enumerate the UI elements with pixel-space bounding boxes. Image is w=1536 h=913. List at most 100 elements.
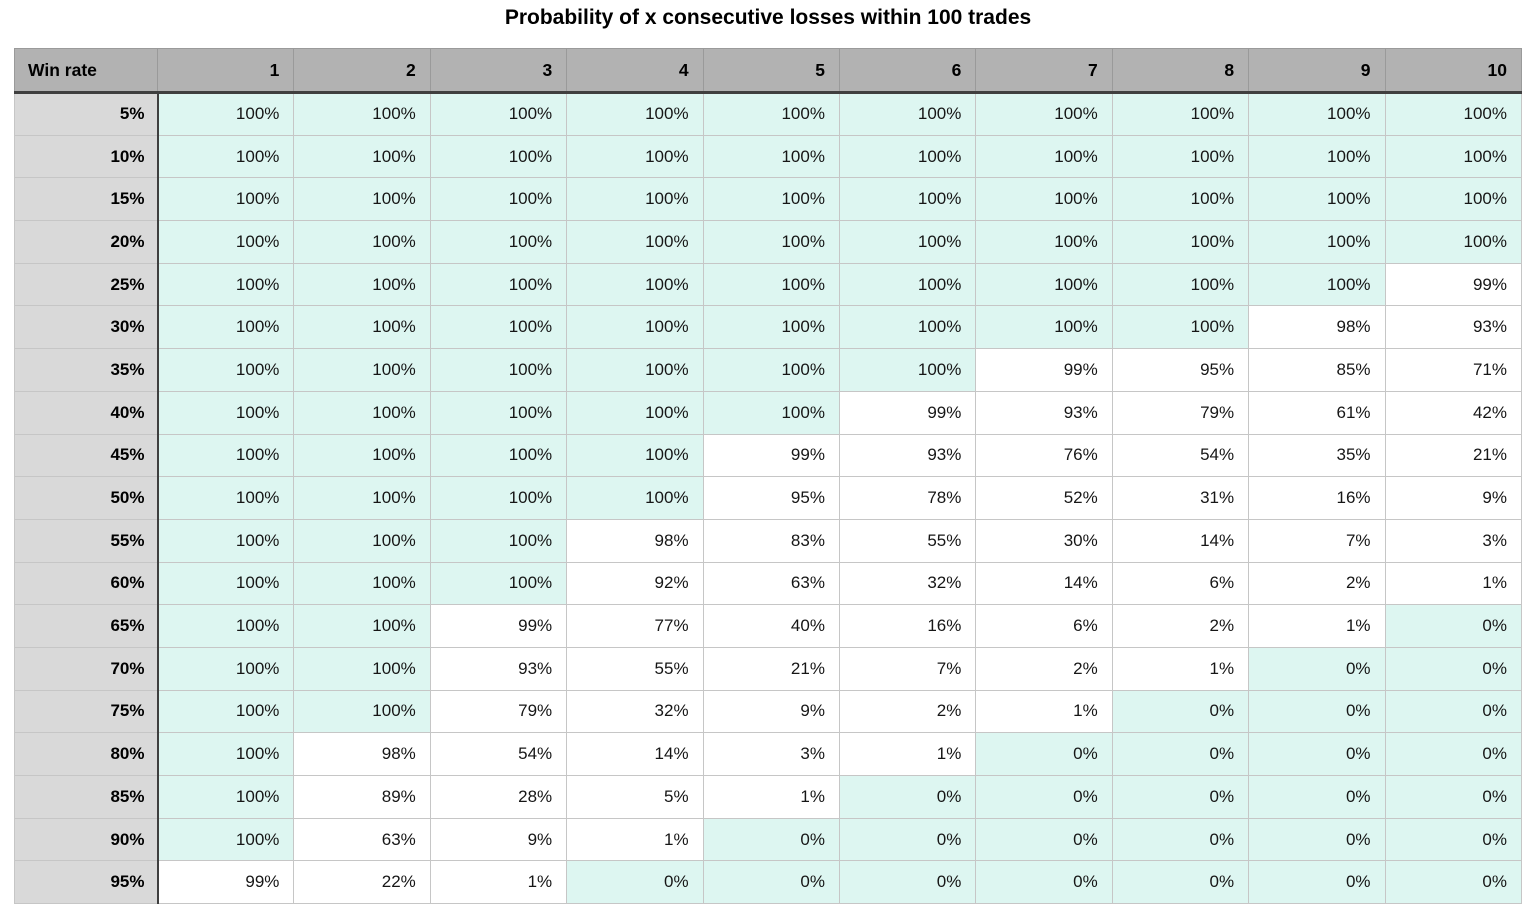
cell-winrate5%-col9: 100% <box>1248 92 1386 136</box>
cell-winrate50%-col5: 95% <box>702 476 840 520</box>
cell-winrate65%-col9: 1% <box>1248 604 1386 648</box>
column-header-3: 3 <box>429 48 568 94</box>
row-header-65%: 65% <box>14 604 159 648</box>
cell-winrate65%-col3: 99% <box>429 604 568 648</box>
cell-winrate65%-col7: 6% <box>975 604 1113 648</box>
cell-winrate15%-col1: 100% <box>156 177 295 222</box>
cell-winrate30%-col5: 100% <box>702 305 840 350</box>
cell-winrate30%-col2: 100% <box>293 305 431 350</box>
table-row-50%: 50% 100% 100% 100% 100% 95% 78% 52% 31% 16% 9% <box>14 476 1523 520</box>
cell-winrate60%-col6: 32% <box>838 561 977 606</box>
cell-winrate70%-col10: 0% <box>1384 646 1523 691</box>
cell-winrate50%-col3: 100% <box>429 476 568 520</box>
cell-winrate75%-col5: 9% <box>702 689 840 734</box>
table-row-65%: 65% 100% 100% 99% 77% 40% 16% 6% 2% 1% 0% <box>14 604 1523 648</box>
cell-winrate60%-col7: 14% <box>975 561 1113 606</box>
cell-winrate95%-col2: 22% <box>293 860 431 905</box>
cell-winrate60%-col2: 100% <box>293 561 431 606</box>
cell-winrate65%-col8: 2% <box>1111 604 1250 648</box>
cell-winrate70%-col1: 100% <box>156 646 295 691</box>
cell-winrate15%-col3: 100% <box>429 177 568 222</box>
cell-winrate50%-col4: 100% <box>566 476 704 520</box>
column-header-5: 5 <box>702 48 840 94</box>
cell-winrate30%-col4: 100% <box>566 305 704 350</box>
column-header-9: 9 <box>1248 48 1386 94</box>
cell-winrate95%-col7: 0% <box>975 860 1113 905</box>
cell-winrate80%-col7: 0% <box>975 732 1113 776</box>
cell-winrate95%-col9: 0% <box>1248 860 1386 905</box>
cell-winrate15%-col4: 100% <box>566 177 704 222</box>
table-row-25%: 25% 100% 100% 100% 100% 100% 100% 100% 100% 100% 9… <box>14 262 1523 307</box>
row-header-25%: 25% <box>14 262 159 307</box>
cell-winrate25%-col5: 100% <box>702 262 840 307</box>
cell-winrate90%-col3: 9% <box>429 817 568 862</box>
cell-winrate70%-col8: 1% <box>1111 646 1250 691</box>
cell-winrate20%-col7: 100% <box>975 220 1113 264</box>
cell-winrate45%-col2: 100% <box>293 433 431 478</box>
cell-winrate85%-col4: 5% <box>566 775 704 819</box>
cell-winrate80%-col5: 3% <box>702 732 840 776</box>
column-header-10: 10 <box>1384 48 1523 94</box>
cell-winrate25%-col6: 100% <box>838 262 977 307</box>
cell-winrate80%-col1: 100% <box>156 732 295 776</box>
cell-winrate65%-col10: 0% <box>1384 604 1523 648</box>
cell-winrate80%-col3: 54% <box>429 732 568 776</box>
cell-winrate85%-col3: 28% <box>429 775 568 819</box>
cell-winrate80%-col9: 0% <box>1248 732 1386 776</box>
cell-winrate25%-col2: 100% <box>293 262 431 307</box>
cell-winrate15%-col8: 100% <box>1111 177 1250 222</box>
cell-winrate20%-col2: 100% <box>293 220 431 264</box>
cell-winrate35%-col8: 95% <box>1111 348 1250 392</box>
cell-winrate55%-col10: 3% <box>1384 518 1523 563</box>
table-row-90%: 90% 100% 63% 9% 1% 0% 0% 0% 0% 0% 0% <box>14 817 1523 862</box>
table-row-75%: 75% 100% 100% 79% 32% 9% 2% 1% 0% 0% 0% <box>14 689 1523 734</box>
cell-winrate85%-col10: 0% <box>1384 775 1523 819</box>
cell-winrate25%-col3: 100% <box>429 262 568 307</box>
cell-winrate65%-col6: 16% <box>838 604 977 648</box>
cell-winrate25%-col8: 100% <box>1111 262 1250 307</box>
cell-winrate80%-col8: 0% <box>1111 732 1250 776</box>
cell-winrate90%-col7: 0% <box>975 817 1113 862</box>
cell-winrate75%-col8: 0% <box>1111 689 1250 734</box>
cell-winrate55%-col7: 30% <box>975 518 1113 563</box>
cell-winrate10%-col2: 100% <box>293 134 431 179</box>
cell-winrate35%-col2: 100% <box>293 348 431 392</box>
cell-winrate25%-col10: 99% <box>1384 262 1523 307</box>
row-header-75%: 75% <box>14 689 159 734</box>
cell-winrate60%-col4: 92% <box>566 561 704 606</box>
row-header-90%: 90% <box>14 817 159 862</box>
row-header-20%: 20% <box>14 220 159 264</box>
cell-winrate40%-col3: 100% <box>429 390 568 435</box>
column-header-6: 6 <box>838 48 977 94</box>
cell-winrate10%-col10: 100% <box>1384 134 1523 179</box>
cell-winrate15%-col7: 100% <box>975 177 1113 222</box>
cell-winrate90%-col2: 63% <box>293 817 431 862</box>
table-row-45%: 45% 100% 100% 100% 100% 99% 93% 76% 54% 35% 21% <box>14 433 1523 478</box>
cell-winrate40%-col9: 61% <box>1248 390 1386 435</box>
cell-winrate35%-col7: 99% <box>975 348 1113 392</box>
table-row-5%: 5% 100% 100% 100% 100% 100% 100% 100% 100% 100% 10… <box>14 92 1523 136</box>
cell-winrate75%-col7: 1% <box>975 689 1113 734</box>
cell-winrate85%-col1: 100% <box>156 775 295 819</box>
cell-winrate70%-col4: 55% <box>566 646 704 691</box>
cell-winrate10%-col1: 100% <box>156 134 295 179</box>
table-row-80%: 80% 100% 98% 54% 14% 3% 1% 0% 0% 0% 0% <box>14 732 1523 776</box>
cell-winrate5%-col5: 100% <box>702 92 840 136</box>
cell-winrate70%-col6: 7% <box>838 646 977 691</box>
cell-winrate70%-col2: 100% <box>293 646 431 691</box>
probability-table: Win rate 1 2 3 4 5 6 7 8 9 10 5% 100% 100% 100% 100% 1… <box>14 48 1523 905</box>
cell-winrate90%-col10: 0% <box>1384 817 1523 862</box>
cell-winrate75%-col10: 0% <box>1384 689 1523 734</box>
cell-winrate35%-col6: 100% <box>838 348 977 392</box>
table-title: Probability of x consecutive losses with… <box>504 6 1032 29</box>
cell-winrate85%-col2: 89% <box>293 775 431 819</box>
cell-winrate30%-col8: 100% <box>1111 305 1250 350</box>
row-header-80%: 80% <box>14 732 159 776</box>
cell-winrate95%-col1: 99% <box>156 860 295 905</box>
cell-winrate45%-col8: 54% <box>1111 433 1250 478</box>
cell-winrate35%-col4: 100% <box>566 348 704 392</box>
cell-winrate75%-col4: 32% <box>566 689 704 734</box>
cell-winrate60%-col9: 2% <box>1248 561 1386 606</box>
cell-winrate55%-col8: 14% <box>1111 518 1250 563</box>
